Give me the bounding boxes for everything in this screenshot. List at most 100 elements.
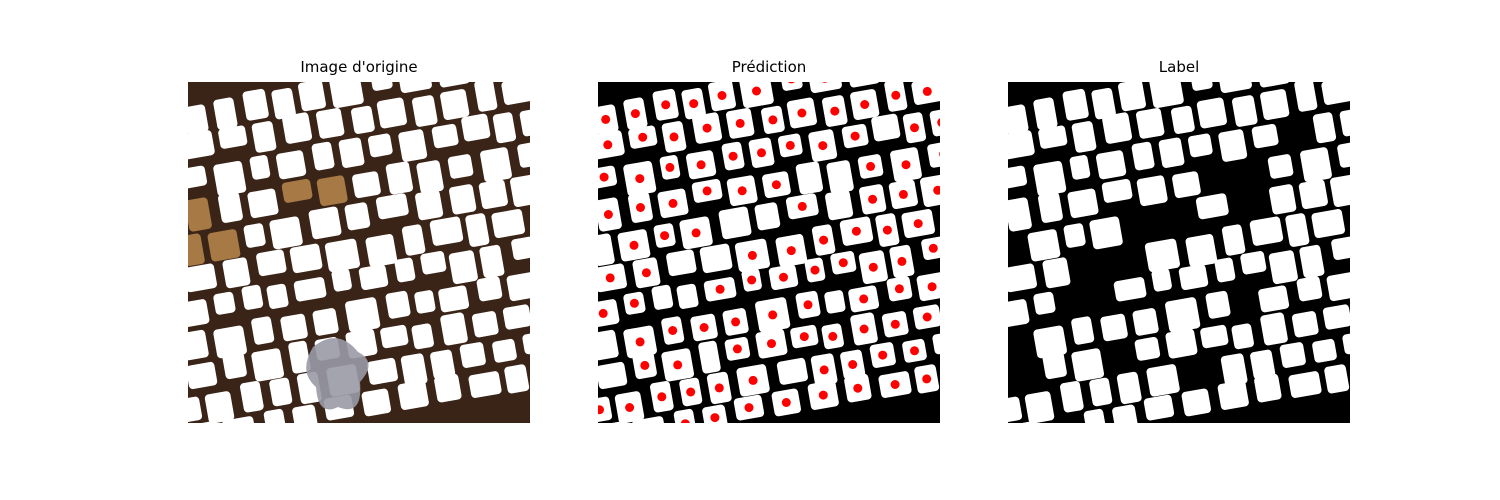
- cell-lumen: [522, 330, 530, 355]
- cell-lumen: [1268, 250, 1298, 285]
- centroid-marker: [660, 231, 670, 241]
- cell-lumen: [1312, 338, 1337, 363]
- cell-lumen: [1269, 184, 1297, 215]
- cell-lumen: [807, 82, 842, 94]
- centroid-marker: [838, 258, 848, 268]
- prediction-panel: [598, 82, 940, 423]
- cell-lumen: [188, 299, 210, 328]
- centroid-marker: [732, 344, 742, 354]
- centroid-marker: [629, 240, 639, 250]
- cell-lumen: [471, 311, 499, 338]
- cell-lumen: [468, 371, 502, 398]
- cell-lumen: [1135, 108, 1165, 139]
- cell-lumen: [1008, 396, 1023, 423]
- cell-lumen: [415, 189, 444, 221]
- cell-lumen: [1258, 285, 1290, 313]
- centroid-marker: [891, 90, 901, 100]
- cell-lumen: [311, 141, 335, 171]
- cell-lumen: [718, 206, 752, 240]
- cell-lumen: [316, 175, 348, 207]
- original-image-title: Image d'origine: [300, 58, 418, 76]
- cell-lumen: [673, 408, 697, 423]
- cell-lumen: [1091, 87, 1116, 120]
- cell-lumen: [598, 329, 619, 361]
- cell-lumen: [1311, 209, 1346, 239]
- cell-lumen: [1337, 140, 1350, 168]
- centroid-marker: [937, 118, 940, 127]
- cell-lumen: [213, 160, 247, 197]
- cell-lumen: [358, 264, 389, 291]
- centroid-marker: [757, 148, 766, 158]
- centroid-marker: [598, 405, 604, 415]
- centroid-marker: [850, 131, 860, 141]
- cell-lumen: [1158, 137, 1185, 168]
- cell-lumen: [429, 216, 464, 246]
- cell-lumen: [331, 268, 352, 292]
- cell-lumen: [1136, 175, 1168, 207]
- cell-lumen: [1330, 173, 1350, 208]
- cell-lumen: [1113, 277, 1147, 302]
- centroid-marker: [605, 273, 615, 283]
- cell-lumen: [1067, 188, 1099, 219]
- cell-lumen: [598, 361, 628, 390]
- centroid-marker: [661, 100, 671, 110]
- cell-lumen: [1185, 234, 1218, 268]
- cell-lumen: [492, 338, 517, 363]
- cell-lumen: [491, 209, 526, 239]
- centroid-marker: [717, 91, 727, 100]
- cell-lumen: [188, 233, 205, 266]
- centroid-marker: [669, 132, 679, 142]
- cell-lumen: [376, 97, 407, 129]
- cell-lumen: [275, 150, 307, 180]
- centroid-marker: [922, 312, 932, 322]
- centroid-marker: [898, 189, 908, 199]
- cell-lumen: [449, 184, 477, 215]
- cell-lumen: [1151, 268, 1172, 292]
- cell-lumen: [1008, 299, 1030, 328]
- centroid-marker: [599, 172, 609, 182]
- cell-lumen: [312, 308, 339, 336]
- cell-lumen: [1221, 224, 1246, 256]
- cell-lumen: [1071, 121, 1097, 153]
- original-micrograph: [188, 82, 530, 423]
- cell-lumen: [1217, 380, 1249, 410]
- cell-lumen: [1143, 394, 1175, 421]
- cell-lumen: [1069, 155, 1091, 180]
- centroid-marker: [665, 162, 675, 172]
- cell-lumen: [251, 348, 285, 382]
- cell-lumen: [1254, 373, 1282, 403]
- cell-lumen: [351, 105, 375, 134]
- cell-lumen: [519, 108, 530, 137]
- cell-lumen: [324, 238, 360, 273]
- cell-lumen: [676, 283, 699, 309]
- cell-lumen: [1144, 238, 1180, 273]
- cell-lumen: [1083, 408, 1107, 423]
- cell-lumen: [366, 357, 398, 385]
- cell-lumen: [699, 243, 733, 274]
- cell-lumen: [434, 373, 462, 403]
- cell-lumen: [1102, 112, 1133, 144]
- cell-lumen: [1251, 123, 1279, 149]
- cell-lumen: [1008, 263, 1037, 293]
- centroid-marker: [668, 326, 678, 335]
- cell-lumen: [329, 82, 364, 109]
- centroid-marker: [635, 337, 645, 347]
- cell-lumen: [1312, 112, 1337, 144]
- cell-lumen: [369, 82, 393, 91]
- centroid-marker: [629, 298, 639, 308]
- centroid-marker: [630, 109, 640, 119]
- cell-lumen: [188, 396, 203, 423]
- cell-lumen: [1116, 371, 1142, 405]
- cell-lumen: [666, 249, 697, 277]
- centroid-marker: [822, 82, 828, 83]
- centroid-marker: [848, 360, 858, 369]
- cell-lumen: [506, 272, 530, 302]
- centroid-marker: [897, 256, 907, 266]
- cell-lumen: [213, 325, 247, 359]
- cell-lumen: [1112, 404, 1138, 423]
- cell-lumen: [510, 173, 530, 208]
- cell-lumen: [598, 233, 615, 266]
- centroid-marker: [598, 308, 608, 318]
- cell-lumen: [298, 82, 326, 112]
- cell-lumen: [188, 263, 217, 293]
